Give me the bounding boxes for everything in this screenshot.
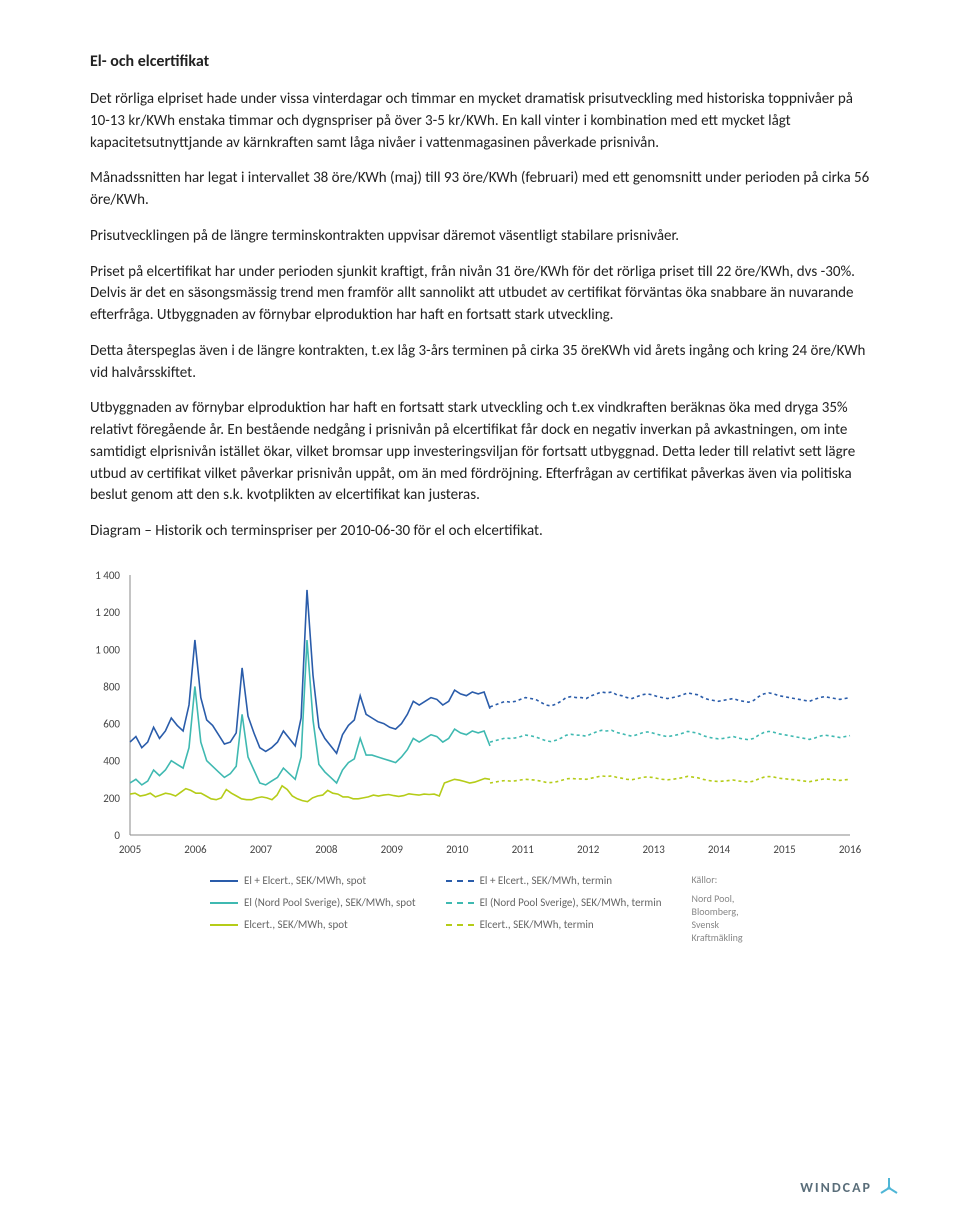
price-chart: 0 200 400 600 800 1 000 1 200 1 400 2005 2006 2007… xyxy=(70,565,890,865)
legend-swatch xyxy=(210,880,238,882)
legend-label: Elcert., SEK/MWh, termin xyxy=(480,917,594,933)
legend-item: El + Elcert., SEK/MWh, termin xyxy=(446,873,662,889)
svg-text:0: 0 xyxy=(114,829,120,842)
legend-swatch xyxy=(210,902,238,904)
svg-text:2014: 2014 xyxy=(708,843,731,856)
legend-item: El (Nord Pool Sverige), SEK/MWh, spot xyxy=(210,895,416,911)
legend-item: El + Elcert., SEK/MWh, spot xyxy=(210,873,416,889)
chart-legend: El + Elcert., SEK/MWh, spot El (Nord Pool… xyxy=(210,873,870,944)
paragraph-1: Det rörliga elpriset hade under vissa vi… xyxy=(90,89,870,154)
svg-text:1 000: 1 000 xyxy=(95,643,120,656)
svg-text:2006: 2006 xyxy=(184,843,207,856)
windcap-logo: WINDCAP xyxy=(800,1177,900,1199)
turbine-icon xyxy=(878,1177,900,1199)
legend-label: El + Elcert., SEK/MWh, spot xyxy=(244,873,366,889)
sources-text: Nord Pool,Bloomberg,SvenskKraftmäkling xyxy=(692,892,743,944)
sources-label: Källor: xyxy=(692,873,743,886)
legend-sources: Källor: Nord Pool,Bloomberg,SvenskKraftm… xyxy=(692,873,743,944)
paragraph-4: Priset på elcertifikat har under periode… xyxy=(90,262,870,327)
svg-text:2005: 2005 xyxy=(119,843,141,856)
legend-item: El (Nord Pool Sverige), SEK/MWh, termin xyxy=(446,895,662,911)
svg-text:2015: 2015 xyxy=(773,843,795,856)
legend-swatch xyxy=(446,902,474,904)
svg-text:2008: 2008 xyxy=(315,843,338,856)
paragraph-6: Utbyggnaden av förnybar elproduktion har… xyxy=(90,398,870,507)
svg-text:200: 200 xyxy=(103,792,120,805)
legend-swatch xyxy=(210,924,238,926)
svg-text:2012: 2012 xyxy=(577,843,600,856)
svg-text:600: 600 xyxy=(103,718,120,731)
paragraph-2: Månadssnitten har legat i intervallet 38… xyxy=(90,168,870,212)
svg-text:2011: 2011 xyxy=(512,843,535,856)
svg-text:2009: 2009 xyxy=(381,843,404,856)
legend-item: Elcert., SEK/MWh, spot xyxy=(210,917,416,933)
logo-text: WINDCAP xyxy=(800,1178,872,1198)
svg-text:1 200: 1 200 xyxy=(95,606,120,619)
legend-label: El (Nord Pool Sverige), SEK/MWh, spot xyxy=(244,895,416,911)
page-title: El- och elcertifikat xyxy=(90,50,870,73)
legend-swatch xyxy=(446,924,474,926)
legend-label: El (Nord Pool Sverige), SEK/MWh, termin xyxy=(480,895,662,911)
svg-text:400: 400 xyxy=(103,755,120,768)
legend-term-col: El + Elcert., SEK/MWh, termin El (Nord Po… xyxy=(446,873,662,944)
chart-svg: 0 200 400 600 800 1 000 1 200 1 400 2005 2006 2007… xyxy=(70,565,870,865)
legend-label: Elcert., SEK/MWh, spot xyxy=(244,917,348,933)
svg-text:800: 800 xyxy=(103,680,120,693)
legend-spot-col: El + Elcert., SEK/MWh, spot El (Nord Pool… xyxy=(210,873,416,944)
legend-item: Elcert., SEK/MWh, termin xyxy=(446,917,662,933)
paragraph-5: Detta återspeglas även i de längre kontr… xyxy=(90,341,870,385)
svg-text:2016: 2016 xyxy=(839,843,862,856)
svg-text:2007: 2007 xyxy=(250,843,273,856)
chart-caption: Diagram – Historik och terminspriser per… xyxy=(90,521,870,543)
legend-label: El + Elcert., SEK/MWh, termin xyxy=(480,873,612,889)
legend-swatch xyxy=(446,880,474,882)
svg-text:2013: 2013 xyxy=(642,843,665,856)
svg-text:1 400: 1 400 xyxy=(95,569,120,582)
paragraph-3: Prisutvecklingen på de längre terminskon… xyxy=(90,226,870,248)
svg-text:2010: 2010 xyxy=(446,843,469,856)
